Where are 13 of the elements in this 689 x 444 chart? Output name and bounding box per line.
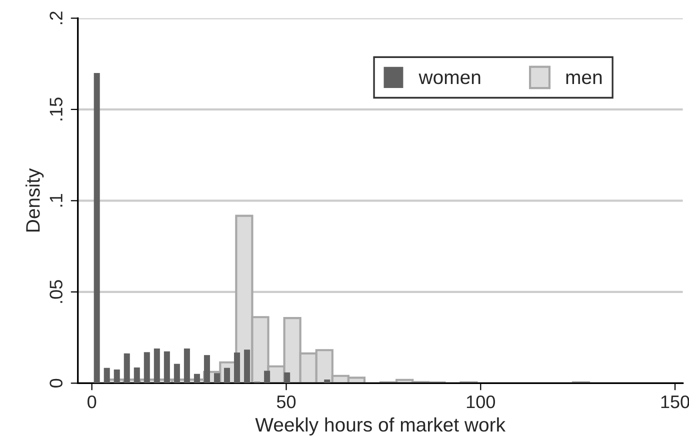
y-tick-label: .15: [50, 98, 62, 120]
legend-label: men: [566, 73, 602, 84]
y-tick-label: .2: [50, 12, 62, 24]
x-axis-title: Weekly hours of market work: [255, 417, 506, 436]
y-tick-label: 0: [50, 378, 62, 388]
y-axis-title: Density: [26, 168, 44, 232]
x-tick-label: 100: [466, 395, 495, 408]
x-tick-label: 150: [661, 395, 689, 408]
y-tick-label: .1: [50, 194, 62, 207]
x-tick-label: 0: [88, 395, 96, 408]
x-tick-label: 50: [276, 395, 296, 408]
legend-label: women: [418, 73, 480, 84]
y-tick-label: .05: [50, 280, 62, 303]
